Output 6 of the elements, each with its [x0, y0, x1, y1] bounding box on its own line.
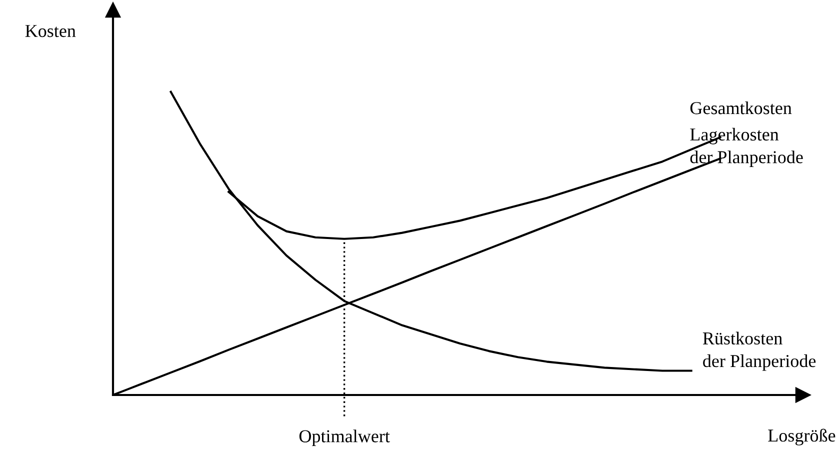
text: Optimalwert [299, 430, 390, 446]
y-axis-title: Kosten [25, 25, 76, 38]
x-axis-title: Losgröße [768, 428, 836, 446]
series-label: Gesamtkosten [690, 102, 792, 114]
series-label: Lagerkosten der Planperiode [690, 128, 803, 167]
series-label: Rüstkosten der Planperiode [702, 332, 816, 371]
